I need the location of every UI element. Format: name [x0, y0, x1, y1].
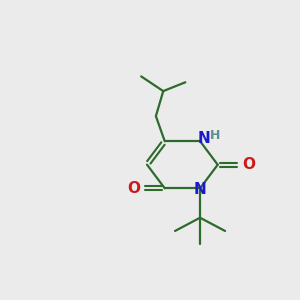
Text: N: N	[197, 131, 210, 146]
Text: O: O	[242, 157, 255, 172]
Text: H: H	[210, 129, 220, 142]
Text: N: N	[194, 182, 206, 197]
Text: O: O	[127, 181, 140, 196]
